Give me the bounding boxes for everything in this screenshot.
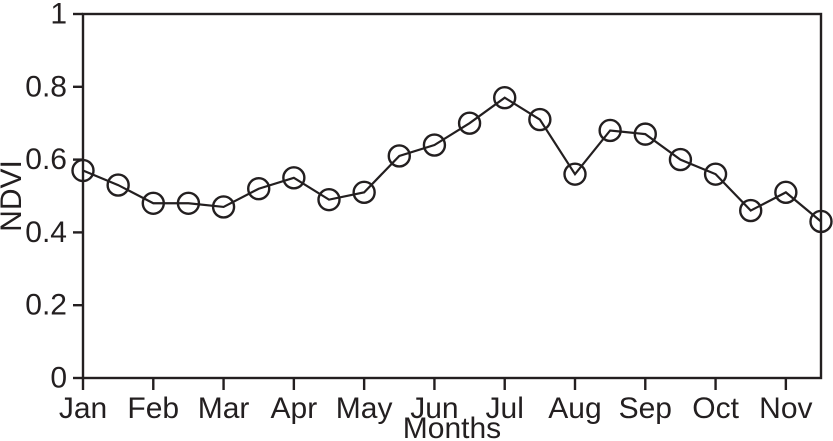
data-point-marker	[774, 180, 798, 205]
data-point-marker	[493, 86, 517, 110]
x-tick-label: Jan	[59, 392, 107, 425]
data-point-marker	[457, 111, 482, 135]
y-tick-label: 0	[50, 362, 67, 395]
data-point-marker	[106, 173, 130, 197]
y-tick-label: 0.8	[25, 70, 67, 103]
x-tick-label: May	[336, 392, 393, 425]
x-axis-title: Months	[403, 412, 501, 441]
data-point-marker	[422, 133, 447, 157]
x-tick-label: Apr	[271, 392, 318, 425]
x-tick-label: Nov	[759, 392, 812, 425]
data-point-marker	[282, 166, 306, 190]
data-point-marker	[387, 144, 411, 168]
x-tick-label: Mar	[198, 392, 250, 425]
data-point-marker	[247, 177, 271, 201]
plot-frame	[81, 12, 823, 380]
data-point-marker	[668, 147, 693, 172]
x-tick-label: Jul	[486, 392, 524, 425]
data-point-marker	[211, 195, 236, 219]
x-tick-label: Jun	[410, 392, 458, 425]
data-point-marker	[598, 118, 622, 143]
y-tick-label: 0.6	[25, 143, 67, 176]
y-tick-label: 0.2	[25, 289, 67, 322]
x-tick-label: Feb	[127, 392, 179, 425]
y-tick-label: 1	[50, 0, 67, 31]
data-point-marker	[703, 162, 728, 186]
data-point-marker	[809, 209, 833, 234]
x-tick-label: Aug	[548, 392, 601, 425]
data-point-marker	[739, 198, 763, 223]
data-point-marker	[71, 158, 95, 183]
x-tick-label: Oct	[692, 392, 739, 425]
data-point-marker	[563, 162, 587, 186]
data-point-marker	[317, 187, 341, 212]
data-point-marker	[633, 122, 657, 146]
y-tick-label: 0.4	[25, 216, 67, 249]
ndvi-series-line	[82, 96, 822, 223]
data-point-marker	[141, 191, 165, 215]
x-tick-label: Sep	[619, 392, 672, 425]
data-point-marker	[352, 180, 376, 205]
data-point-marker	[176, 191, 201, 215]
data-point-marker	[528, 107, 552, 132]
y-axis-title: NDVI	[0, 160, 28, 232]
